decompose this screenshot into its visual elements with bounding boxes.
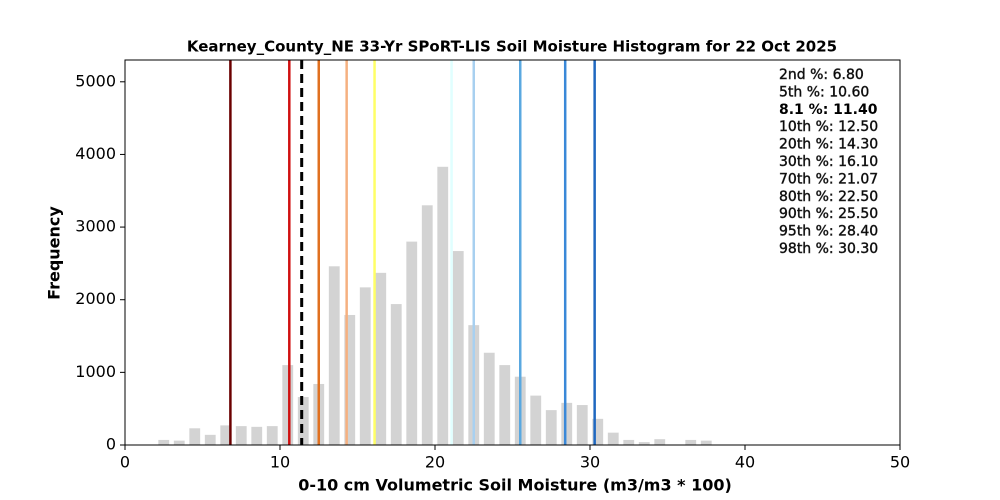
y-tick-label: 5000: [75, 71, 116, 90]
legend-entry: 30th %: 16.10: [779, 154, 878, 170]
bar: [607, 432, 619, 445]
bar: [452, 251, 464, 445]
legend-entry: 8.1 %: 11.40: [779, 102, 878, 118]
legend-entry: 10th %: 12.50: [779, 119, 878, 135]
legend-entry: 20th %: 14.30: [779, 137, 878, 153]
y-tick-label: 1000: [75, 362, 116, 381]
bar: [406, 241, 418, 445]
bar: [421, 205, 433, 445]
bar: [297, 397, 309, 445]
x-tick-label: 0: [120, 453, 130, 472]
x-tick-label: 40: [735, 453, 755, 472]
bar: [685, 439, 697, 445]
bar: [654, 439, 666, 445]
plot-frame: [124, 59, 901, 446]
bar: [282, 365, 294, 445]
bar: [437, 166, 449, 445]
bar: [220, 425, 232, 445]
x-tick-label: 10: [270, 453, 290, 472]
legend-entry: 5th %: 10.60: [779, 84, 869, 100]
bar: [235, 426, 247, 445]
chart-title: Kearney_County_NE 33-Yr SPoRT-LIS Soil M…: [187, 38, 837, 56]
y-axis-label: Frequency: [45, 206, 64, 300]
bar: [158, 439, 170, 445]
bar: [700, 440, 712, 445]
x-axis-label: 0-10 cm Volumetric Soil Moisture (m3/m3 …: [298, 476, 732, 495]
bar: [499, 365, 511, 445]
bar: [483, 352, 495, 445]
legend-entry: 98th %: 30.30: [779, 241, 878, 257]
legend-entry: 70th %: 21.07: [779, 171, 878, 187]
bar: [545, 410, 557, 445]
bar: [204, 434, 216, 445]
bar: [576, 405, 588, 445]
bar: [638, 442, 650, 445]
bar: [173, 440, 185, 445]
y-tick-label: 0: [106, 435, 116, 454]
y-tick-label: 3000: [75, 217, 116, 236]
legend-entry: 2nd %: 6.80: [779, 67, 864, 83]
x-tick-label: 20: [425, 453, 445, 472]
bar: [390, 304, 402, 445]
bar: [592, 418, 604, 445]
y-tick-label: 2000: [75, 289, 116, 308]
bar: [266, 426, 278, 445]
bar: [359, 287, 371, 445]
bar: [328, 266, 340, 445]
x-tick-label: 50: [890, 453, 910, 472]
legend-entry: 95th %: 28.40: [779, 224, 878, 240]
bar: [189, 428, 201, 445]
bar: [530, 395, 542, 445]
x-tick-label: 30: [580, 453, 600, 472]
legend-entry: 80th %: 22.50: [779, 189, 878, 205]
bar: [561, 402, 573, 445]
bar: [344, 314, 356, 445]
y-tick-label: 4000: [75, 144, 116, 163]
bar: [251, 426, 263, 445]
bar: [623, 439, 635, 445]
legend-entry: 90th %: 25.50: [779, 206, 878, 222]
bar: [375, 272, 387, 445]
